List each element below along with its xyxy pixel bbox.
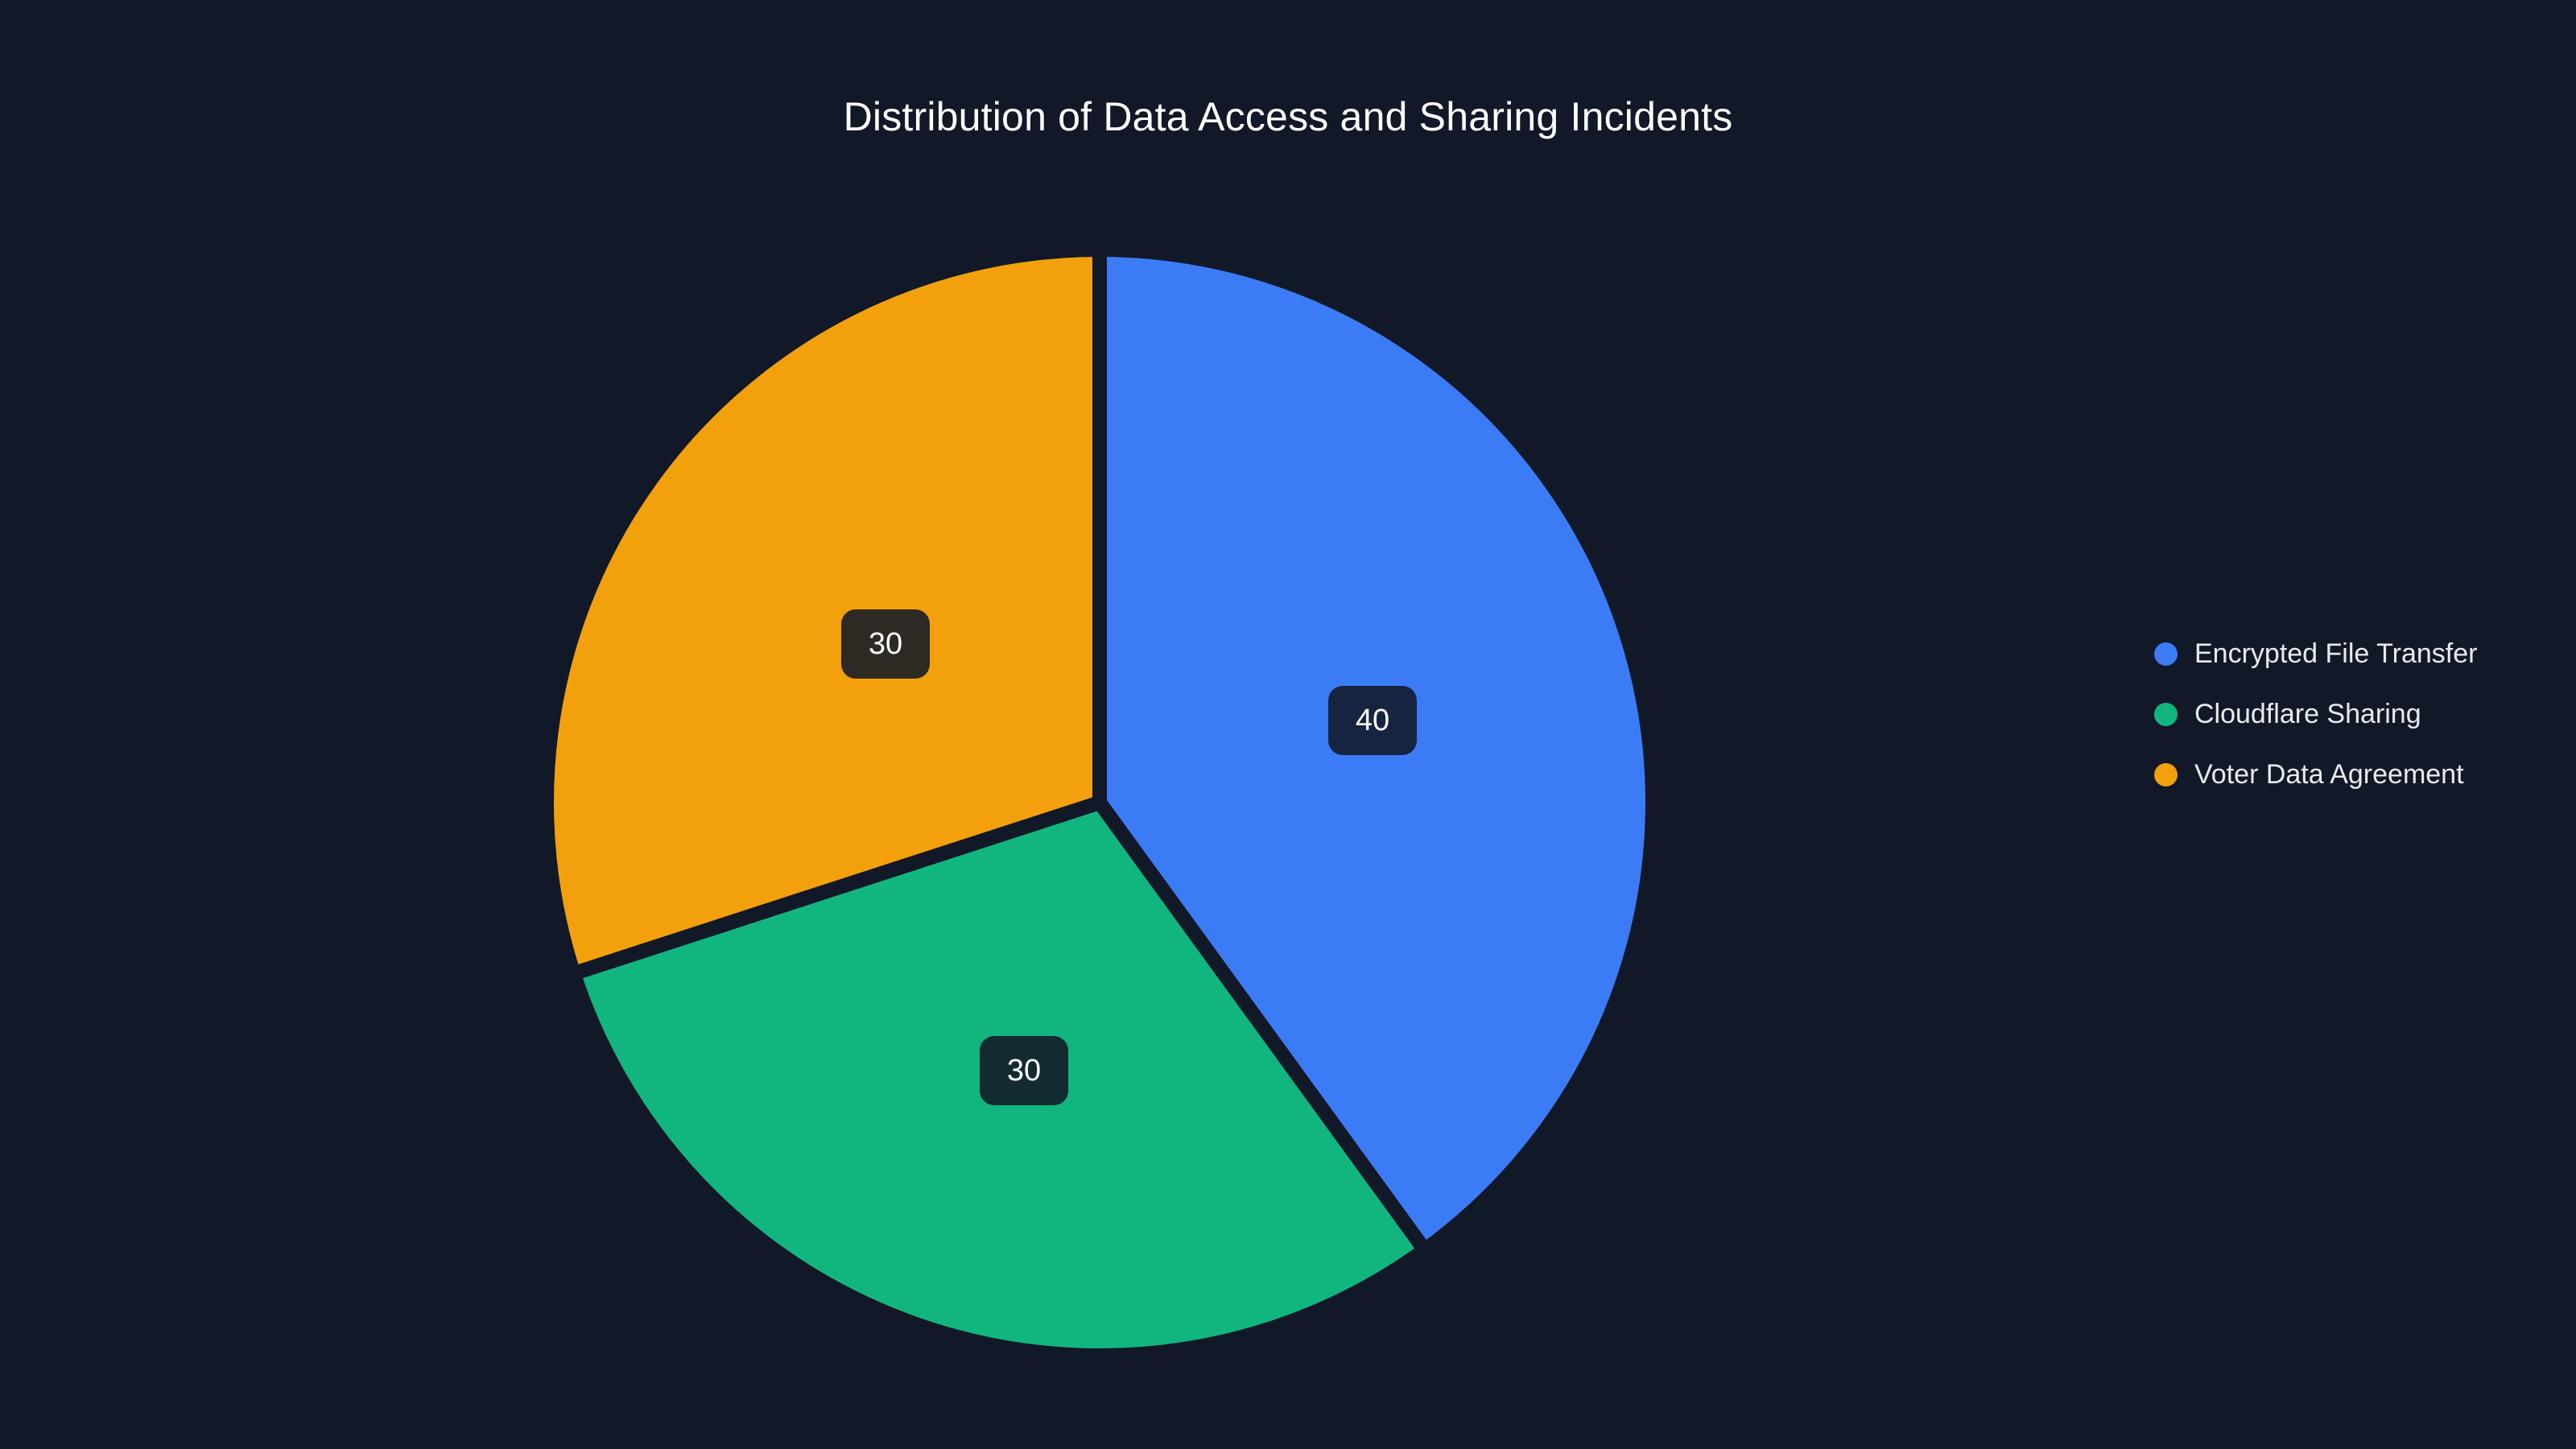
legend-swatch-icon (2154, 642, 2178, 666)
legend-item-label: Cloudflare Sharing (2194, 699, 2421, 729)
legend-item-2[interactable]: Cloudflare Sharing (2154, 700, 2477, 728)
pie-data-label-1: 40 (1328, 686, 1417, 755)
chart-legend: Encrypted File Transfer Cloudflare Sharin… (2154, 640, 2477, 788)
pie-chart-svg (539, 242, 1660, 1363)
legend-item-label: Encrypted File Transfer (2194, 638, 2478, 669)
legend-swatch-icon (2154, 702, 2178, 726)
legend-item-label: Voter Data Agreement (2194, 759, 2464, 790)
legend-item-3[interactable]: Voter Data Agreement (2154, 761, 2477, 788)
pie-data-label-3: 30 (841, 609, 930, 679)
pie-slice-3[interactable] (539, 242, 1107, 983)
legend-swatch-icon (2154, 762, 2178, 786)
page-title: Distribution of Data Access and Sharing … (843, 94, 1733, 139)
pie-slice-group (539, 242, 1660, 1363)
legend-item-1[interactable]: Encrypted File Transfer (2154, 640, 2477, 667)
pie-data-label-2: 30 (980, 1036, 1068, 1105)
pie-plot-area: 40 30 30 (539, 242, 1660, 1363)
